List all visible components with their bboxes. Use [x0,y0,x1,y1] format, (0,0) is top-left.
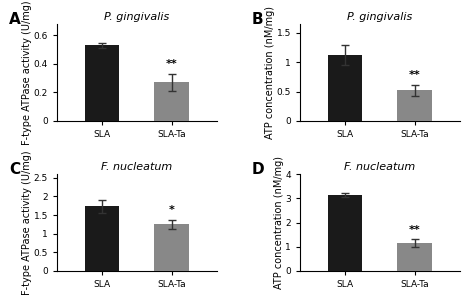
Bar [154,224,189,271]
Bar [397,90,432,121]
Bar [85,45,119,121]
Title: P. gingivalis: P. gingivalis [347,12,412,22]
Text: **: ** [409,70,420,80]
Bar [154,82,189,121]
Bar [328,55,363,121]
Text: B: B [252,12,264,27]
Text: D: D [252,163,264,178]
Text: **: ** [409,225,420,234]
Text: *: * [169,205,174,215]
Y-axis label: F-type ATPase activity (U/mg): F-type ATPase activity (U/mg) [22,0,32,145]
Y-axis label: F-type ATPase activity (U/mg): F-type ATPase activity (U/mg) [22,150,32,295]
Bar [328,195,363,271]
Y-axis label: ATP concentration (nM/mg): ATP concentration (nM/mg) [273,156,284,289]
Text: **: ** [166,59,177,69]
Text: A: A [9,12,21,27]
Title: P. gingivalis: P. gingivalis [104,12,169,22]
Y-axis label: ATP concentration (nM/mg): ATP concentration (nM/mg) [265,6,275,139]
Title: F. nucleatum: F. nucleatum [344,162,416,172]
Text: C: C [9,163,20,178]
Title: F. nucleatum: F. nucleatum [101,162,173,172]
Bar [85,206,119,271]
Bar [397,243,432,271]
